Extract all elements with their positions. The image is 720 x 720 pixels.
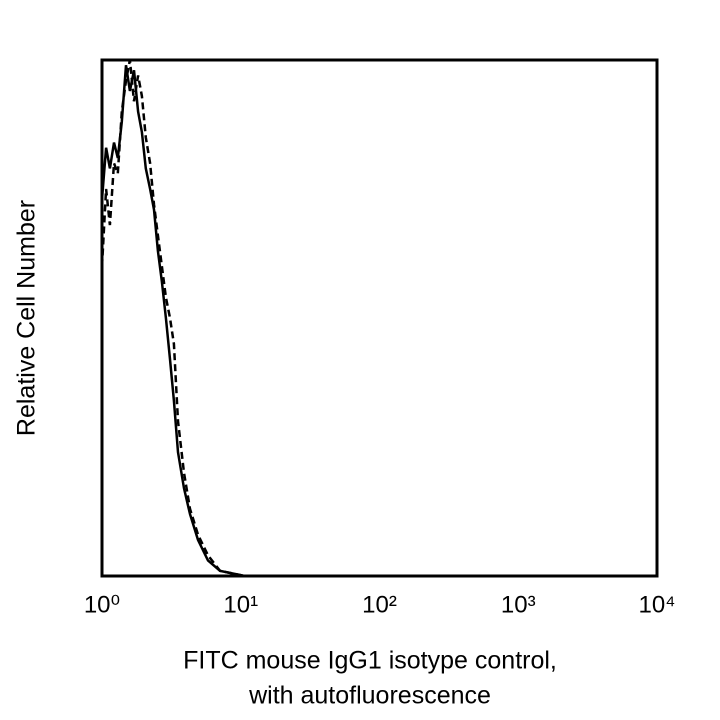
x-tick-label: 10³ bbox=[501, 591, 536, 618]
x-tick-label: 10² bbox=[362, 591, 397, 618]
x-axis-label: with autofluorescence bbox=[248, 682, 491, 710]
y-axis-label: Relative Cell Number bbox=[13, 200, 41, 436]
x-tick-label: 10⁰ bbox=[84, 591, 120, 618]
plot-frame bbox=[100, 58, 659, 578]
x-tick-label: 10⁴ bbox=[638, 591, 675, 618]
x-tick-label: 10¹ bbox=[223, 591, 258, 618]
histogram-line bbox=[100, 65, 246, 578]
x-axis-label: FITC mouse IgG1 isotype control, bbox=[183, 647, 557, 675]
histogram-line bbox=[100, 59, 246, 578]
